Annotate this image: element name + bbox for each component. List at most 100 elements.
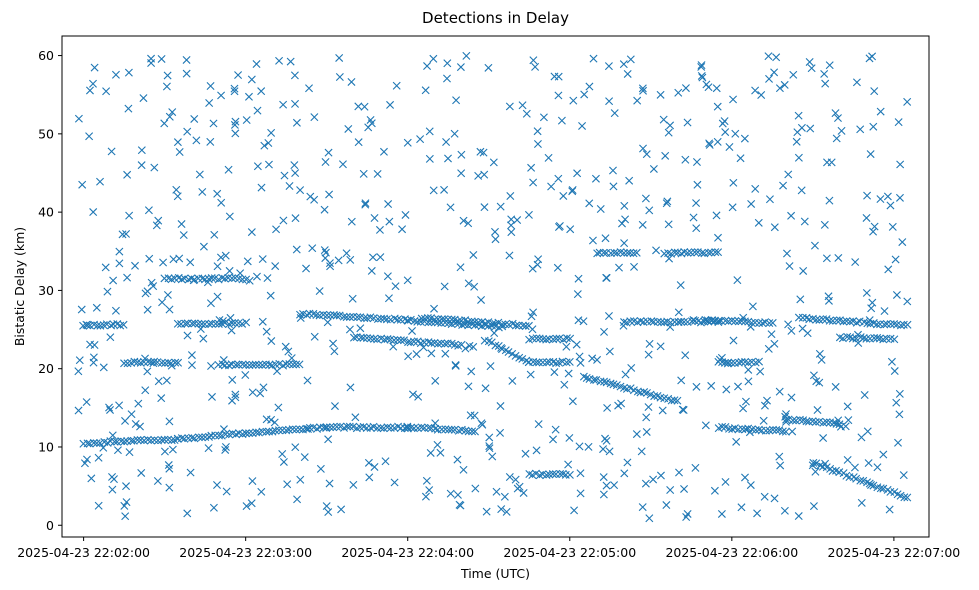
data-point bbox=[535, 358, 543, 367]
data-point bbox=[279, 457, 288, 466]
data-point bbox=[425, 127, 434, 136]
data-point bbox=[770, 339, 779, 348]
y-tick-label: 40 bbox=[38, 205, 54, 220]
data-point bbox=[361, 199, 370, 208]
data-point bbox=[822, 418, 831, 427]
data-point bbox=[89, 208, 98, 217]
data-point bbox=[822, 254, 831, 263]
data-point bbox=[895, 193, 904, 202]
data-point bbox=[772, 425, 781, 434]
data-point bbox=[164, 461, 173, 470]
data-point bbox=[603, 403, 612, 412]
data-point bbox=[480, 170, 489, 179]
data-point bbox=[562, 342, 571, 351]
data-point bbox=[860, 391, 869, 399]
data-point bbox=[272, 225, 281, 234]
data-point bbox=[633, 387, 642, 396]
data-point bbox=[423, 313, 432, 322]
data-point bbox=[464, 279, 473, 288]
data-point bbox=[538, 358, 547, 367]
data-point bbox=[291, 214, 300, 223]
data-point bbox=[162, 376, 171, 385]
data-point bbox=[447, 425, 456, 434]
data-point bbox=[89, 438, 98, 447]
data-point bbox=[808, 461, 817, 470]
data-point bbox=[386, 100, 395, 109]
data-point bbox=[362, 334, 371, 343]
data-point bbox=[163, 290, 172, 299]
data-point bbox=[194, 433, 203, 442]
data-point bbox=[759, 416, 768, 425]
data-point bbox=[141, 386, 150, 395]
data-point bbox=[134, 399, 143, 408]
x-axis-label: Time (UTC) bbox=[460, 566, 530, 581]
data-point bbox=[339, 312, 348, 321]
data-point bbox=[575, 442, 584, 451]
data-point bbox=[421, 86, 430, 95]
data-point bbox=[168, 108, 177, 117]
data-point bbox=[665, 254, 674, 263]
data-point bbox=[236, 269, 245, 278]
data-point bbox=[787, 326, 796, 335]
data-point bbox=[273, 367, 282, 376]
data-point bbox=[565, 357, 574, 366]
data-point bbox=[524, 210, 533, 219]
data-point bbox=[139, 94, 148, 103]
data-point bbox=[677, 317, 686, 326]
data-point bbox=[474, 171, 483, 180]
data-point bbox=[768, 425, 777, 434]
data-point bbox=[621, 215, 630, 224]
data-point bbox=[533, 140, 542, 148]
data-point bbox=[784, 320, 793, 329]
data-point bbox=[283, 480, 292, 489]
data-point bbox=[753, 509, 762, 518]
data-point bbox=[417, 423, 426, 432]
data-point bbox=[90, 63, 99, 72]
data-point bbox=[440, 185, 449, 194]
data-point bbox=[456, 263, 465, 272]
data-point bbox=[856, 476, 865, 485]
data-point bbox=[797, 186, 806, 195]
data-point bbox=[713, 137, 722, 146]
data-point bbox=[741, 473, 749, 482]
data-point bbox=[270, 418, 279, 427]
data-point bbox=[589, 54, 598, 63]
data-point bbox=[489, 158, 498, 167]
data-point bbox=[136, 436, 145, 445]
data-point bbox=[347, 217, 356, 226]
data-point bbox=[254, 360, 263, 369]
data-point bbox=[767, 330, 776, 339]
data-point bbox=[825, 61, 834, 70]
data-point bbox=[143, 287, 152, 296]
data-point bbox=[615, 263, 623, 272]
data-point bbox=[121, 512, 130, 521]
data-point bbox=[209, 119, 218, 128]
data-point bbox=[681, 84, 690, 93]
data-point bbox=[268, 427, 277, 436]
data-point bbox=[107, 321, 116, 330]
data-point bbox=[354, 102, 363, 111]
data-point bbox=[485, 442, 494, 451]
data-point bbox=[691, 463, 700, 472]
data-point bbox=[198, 274, 207, 283]
data-point bbox=[218, 317, 227, 325]
data-point bbox=[841, 422, 850, 431]
data-point bbox=[642, 427, 651, 436]
data-point bbox=[678, 405, 687, 414]
data-point bbox=[247, 499, 256, 508]
data-point bbox=[736, 154, 745, 163]
data-point bbox=[629, 249, 638, 258]
data-point bbox=[326, 262, 335, 271]
data-point bbox=[717, 353, 726, 362]
data-point bbox=[334, 256, 343, 265]
data-point bbox=[788, 427, 797, 436]
data-point bbox=[820, 220, 829, 229]
data-point bbox=[227, 274, 236, 283]
data-point bbox=[440, 339, 449, 348]
data-point bbox=[122, 229, 131, 238]
data-point bbox=[292, 425, 301, 434]
data-point bbox=[381, 457, 390, 466]
data-point bbox=[310, 113, 319, 122]
data-point bbox=[257, 183, 266, 192]
data-point bbox=[305, 84, 314, 93]
